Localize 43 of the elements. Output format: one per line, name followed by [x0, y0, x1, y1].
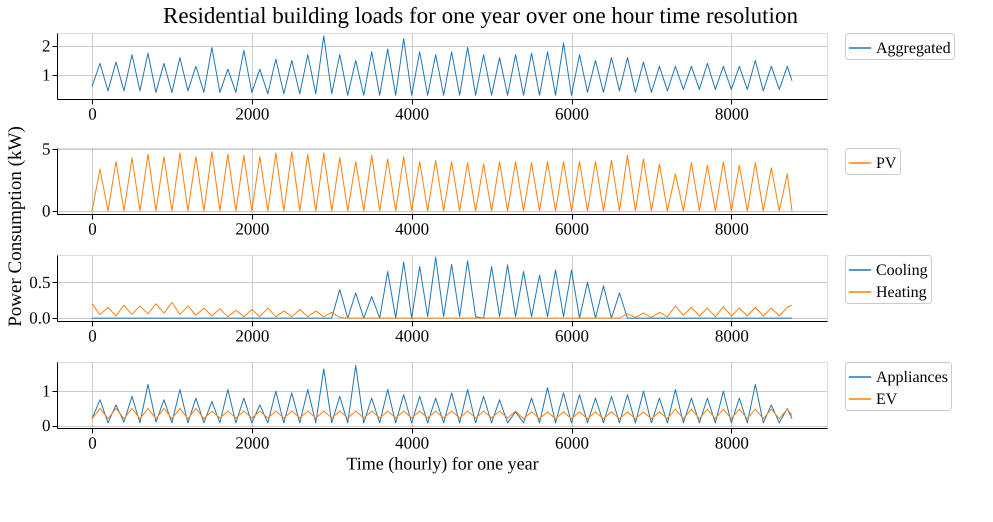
chart-title: Residential building loads for one year over one hour time resolution [163, 3, 798, 28]
y-tick-label: 5 [42, 140, 50, 159]
legend-label: PV [876, 155, 897, 172]
x-tick-label: 2000 [235, 434, 270, 452]
x-tick-label: 2000 [235, 220, 270, 238]
line-series [92, 408, 792, 420]
x-tick-label: 4000 [395, 220, 430, 238]
legend-label: Heating [876, 284, 927, 301]
x-tick-label: 4000 [395, 434, 430, 452]
line-series [92, 35, 792, 96]
line-series [92, 256, 792, 319]
x-tick-label: 0 [88, 220, 97, 238]
x-tick-label: 8000 [714, 434, 749, 452]
legend-label: Cooling [876, 262, 928, 279]
x-tick-label: 0 [88, 104, 97, 124]
line-series [92, 151, 792, 212]
x-tick-label: 6000 [555, 104, 590, 124]
line-series [92, 302, 792, 319]
x-axis-title: Time (hourly) for one year [346, 454, 539, 474]
legend-label: Aggregated [876, 40, 951, 57]
y-tick-label: 1 [42, 65, 50, 84]
x-tick-label: 4000 [395, 104, 430, 124]
legend-label: EV [876, 391, 898, 408]
x-tick-label: 6000 [555, 434, 590, 452]
x-tick-label: 6000 [555, 220, 590, 238]
x-tick-label: 4000 [395, 326, 430, 346]
x-tick-label: 2000 [235, 104, 270, 124]
y-axis-title: Power Consumption (kW) [5, 126, 26, 327]
x-tick-label: 2000 [235, 326, 270, 346]
x-tick-label: 0 [88, 326, 97, 346]
x-tick-label: 8000 [714, 104, 749, 124]
y-tick-label: 0.0 [29, 308, 50, 328]
y-tick-label: 2 [42, 36, 50, 56]
x-tick-label: 0 [88, 434, 97, 452]
x-tick-label: 6000 [555, 326, 590, 346]
y-tick-label: 0 [42, 201, 50, 220]
x-tick-label: 8000 [714, 220, 749, 238]
line-series [92, 364, 792, 424]
y-tick-label: 1 [42, 382, 50, 401]
y-tick-label: 0 [42, 416, 50, 436]
legend-label: Appliances [876, 369, 948, 386]
y-tick-label: 0.5 [29, 272, 50, 292]
x-tick-label: 8000 [714, 326, 749, 346]
